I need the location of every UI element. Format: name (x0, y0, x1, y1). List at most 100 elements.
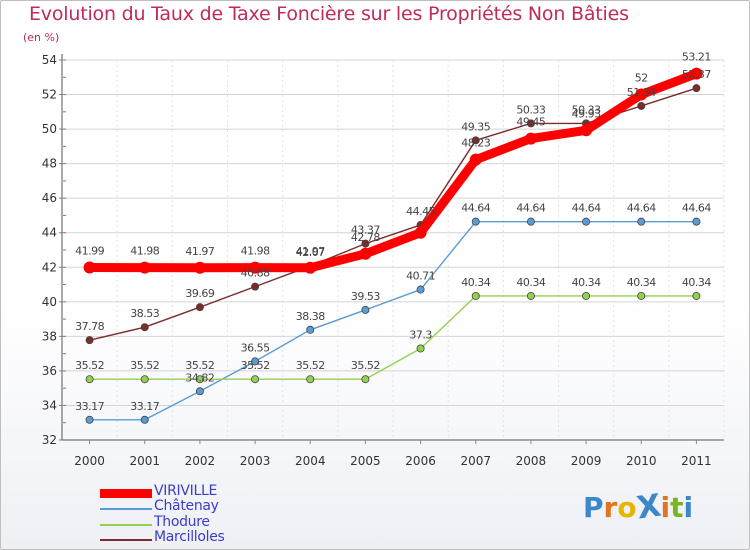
logo-letter: t (670, 491, 684, 524)
data-point (361, 239, 370, 248)
data-point (361, 375, 370, 384)
legend-swatch-viriville (100, 489, 152, 498)
data-point (251, 357, 260, 366)
x-tick-label: 2005 (350, 454, 381, 468)
data-label: 52.37 (682, 68, 711, 81)
data-point (249, 261, 262, 274)
data-label: 35.52 (241, 359, 270, 372)
data-label: 52 (635, 72, 648, 85)
data-point (692, 291, 701, 300)
data-label: 44.64 (627, 202, 656, 215)
data-label: 33.17 (75, 400, 104, 413)
data-point (85, 336, 94, 345)
data-point (251, 282, 260, 291)
logo-letter: i (683, 491, 694, 524)
data-point (635, 88, 648, 101)
data-point (582, 291, 591, 300)
data-point (306, 325, 315, 334)
data-label: 39.53 (351, 290, 380, 303)
data-point (193, 261, 206, 274)
x-tick-label: 2002 (185, 454, 216, 468)
data-label: 34.82 (185, 371, 214, 384)
data-point (85, 375, 94, 384)
y-tick-label: 36 (42, 364, 57, 378)
data-label: 43.37 (351, 224, 380, 237)
data-label: 44.64 (682, 202, 711, 215)
data-label: 41.98 (241, 245, 270, 258)
data-label: 51.34 (627, 86, 656, 99)
y-tick-label: 32 (42, 433, 57, 447)
data-label: 40.71 (406, 270, 435, 283)
data-point (306, 375, 315, 384)
data-label: 40.34 (461, 276, 490, 289)
data-point (471, 136, 480, 145)
data-point (195, 375, 204, 384)
data-label: 40.34 (627, 276, 656, 289)
legend-label-thodure: Thodure (154, 514, 210, 530)
y-tick-label: 42 (42, 260, 57, 274)
data-label: 40.34 (516, 276, 545, 289)
data-label: 42.78 (351, 231, 380, 244)
x-tick-label: 2001 (129, 454, 160, 468)
data-point (195, 303, 204, 312)
chart-title: Evolution du Taux de Taxe Foncière sur l… (29, 3, 629, 25)
y-tick-label: 54 (42, 53, 57, 67)
x-tick-label: 2004 (295, 454, 326, 468)
data-point (469, 153, 482, 166)
y-tick-label: 52 (42, 88, 57, 102)
data-point (471, 291, 480, 300)
data-point (637, 291, 646, 300)
data-label: 38.53 (130, 307, 159, 320)
data-point (580, 124, 593, 137)
x-tick-label: 2006 (405, 454, 436, 468)
logo-letter: r (603, 491, 618, 524)
series-line-châtenay (88, 220, 698, 421)
data-label: 35.52 (130, 359, 159, 372)
data-label: 41.99 (75, 244, 104, 257)
data-label: 42.07 (296, 246, 325, 259)
data-label: 37.78 (75, 320, 104, 333)
unit-label: (en %) (23, 31, 60, 44)
data-point (83, 261, 96, 274)
data-point (690, 67, 703, 80)
data-point (471, 217, 480, 226)
data-point (637, 101, 646, 110)
y-tick-label: 38 (42, 329, 57, 343)
data-label: 35.52 (185, 359, 214, 372)
legend-swatch-thodure (100, 524, 152, 526)
x-tick-label: 2010 (626, 454, 657, 468)
legend-swatch-chatenay (100, 508, 152, 510)
data-label: 49.93 (572, 107, 601, 120)
data-label: 40.88 (241, 267, 270, 280)
legend-swatch-marcilloles (100, 539, 152, 541)
data-point (637, 217, 646, 226)
x-tick-label: 2011 (681, 454, 712, 468)
data-point (138, 261, 151, 274)
logo-letter: X (634, 487, 663, 527)
logo-letter: P (583, 491, 604, 524)
legend-label-viriville: VIRIVILLE (154, 483, 218, 499)
y-tick-label: 46 (42, 191, 57, 205)
data-point (692, 84, 701, 93)
data-point (140, 375, 149, 384)
legend-label-chatenay: Châtenay (154, 498, 219, 514)
y-tick-label: 34 (42, 398, 57, 412)
data-point (582, 217, 591, 226)
y-tick-label: 40 (42, 295, 57, 309)
data-label: 37.3 (409, 328, 432, 341)
legend-label-marcilloles: Marcilloles (154, 529, 225, 545)
data-point (416, 344, 425, 353)
data-label: 39.69 (185, 287, 214, 300)
data-label: 50.33 (572, 103, 601, 116)
data-label: 44.64 (572, 202, 601, 215)
y-tick-label: 48 (42, 157, 57, 171)
data-label: 44.64 (516, 202, 545, 215)
logo-letter: i (660, 491, 671, 524)
data-point (416, 285, 425, 294)
y-tick-label: 44 (42, 226, 57, 240)
x-tick-label: 2008 (516, 454, 547, 468)
proxiti-logo: ProXiti (583, 487, 694, 527)
data-label: 35.52 (75, 359, 104, 372)
data-point (526, 291, 535, 300)
